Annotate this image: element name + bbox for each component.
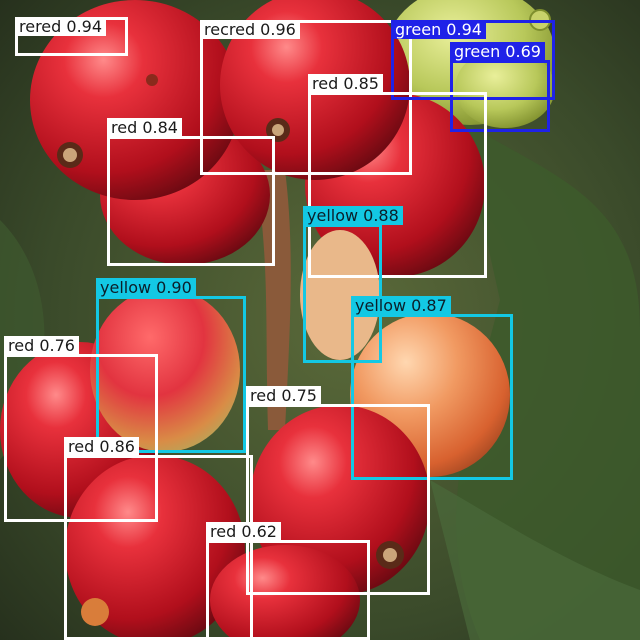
- detection-box-red: rered 0.94: [15, 17, 128, 56]
- detection-label: yellow 0.88: [303, 206, 403, 225]
- detection-label: red 0.84: [107, 118, 182, 137]
- detection-label: red 0.86: [64, 437, 139, 456]
- detection-label: yellow 0.87: [351, 296, 451, 315]
- detection-box-red: red 0.86: [64, 437, 253, 640]
- detection-box-green: green 0.94: [391, 20, 555, 100]
- detection-box-yellow: yellow 0.90: [96, 278, 246, 453]
- detection-box-yellow: yellow 0.88: [303, 206, 403, 363]
- detection-box-yellow: yellow 0.87: [351, 296, 513, 480]
- detection-box-green: green 0.69: [450, 42, 550, 132]
- detection-label: yellow 0.90: [96, 278, 196, 297]
- detection-label: red 0.85: [308, 74, 383, 93]
- detection-label: recred 0.96: [200, 20, 300, 39]
- detection-box-red: red 0.75: [246, 386, 430, 595]
- detection-box-red: red 0.85: [308, 74, 487, 278]
- detection-label: green 0.69: [450, 42, 545, 61]
- detection-label: red 0.62: [206, 522, 281, 541]
- detection-box-red: red 0.62: [206, 522, 370, 640]
- detection-label: rered 0.94: [15, 17, 107, 36]
- detection-label: red 0.75: [246, 386, 321, 405]
- detection-box-red: red 0.76: [4, 336, 158, 522]
- detection-box-red: red 0.84: [107, 118, 275, 266]
- detection-label: red 0.76: [4, 336, 79, 355]
- detection-label: green 0.94: [391, 20, 486, 39]
